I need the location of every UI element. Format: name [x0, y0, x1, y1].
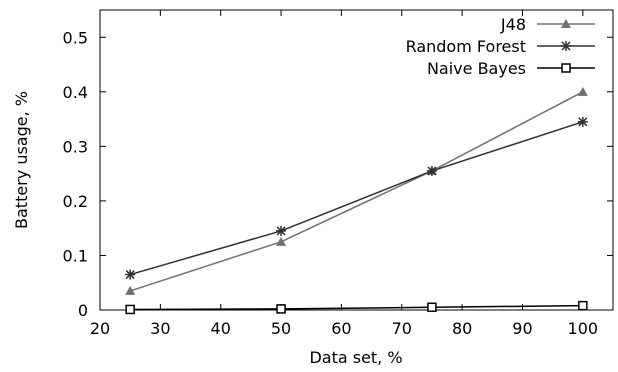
plot-frame: [99, 9, 614, 311]
y-tick-label: 0.1: [63, 246, 88, 265]
data-point-random-forest: [276, 225, 287, 236]
legend-label-naive-bayes: Naive Bayes: [427, 59, 526, 78]
data-point-naive-bayes: [276, 304, 286, 314]
data-point-random-forest: [125, 269, 136, 280]
legend-marker-random-forest: [561, 41, 571, 51]
y-tick-label: 0.2: [63, 192, 88, 211]
data-point-naive-bayes: [125, 304, 135, 315]
data-point-j48: [276, 236, 287, 246]
y-tick-label: 0.4: [63, 83, 88, 102]
x-tick-label: 20: [90, 319, 110, 338]
legend-marker-j48: [561, 19, 571, 28]
legend-label-j48: J48: [500, 15, 526, 34]
y-tick-label: 0.5: [63, 28, 88, 47]
legend-marker-naive-bayes: [561, 63, 571, 73]
x-tick-label: 70: [392, 319, 412, 338]
x-tick-label: 100: [568, 319, 599, 338]
series-line-random-forest: [129, 121, 584, 276]
x-tick-label: 50: [271, 319, 291, 338]
x-tick-label: 30: [150, 319, 170, 338]
legend-label-random-forest: Random Forest: [406, 37, 526, 56]
legend: J48 Random Forest Naive Bayes: [406, 15, 595, 78]
data-point-naive-bayes: [578, 300, 588, 311]
series-group: [125, 86, 588, 315]
series-line-naive-bayes: [130, 304, 583, 311]
data-point-naive-bayes: [427, 302, 437, 313]
x-tick-label: 80: [452, 319, 472, 338]
series-line-j48: [129, 91, 584, 292]
axes: 20 30 40 50 60 70 80 90 100 0 0.1 0.2 0.3 0.4 0.5: [63, 10, 613, 338]
data-point-random-forest: [426, 165, 437, 176]
x-tick-label: 90: [512, 319, 532, 338]
x-tick-label: 60: [331, 319, 351, 338]
data-point-j48: [577, 86, 588, 96]
x-axis-title: Data set, %: [309, 348, 402, 367]
data-point-j48: [125, 285, 136, 295]
data-point-random-forest: [577, 116, 588, 127]
y-axis-title: Battery usage, %: [12, 91, 31, 229]
y-tick-label: 0: [78, 301, 88, 320]
x-tick-label: 40: [211, 319, 231, 338]
y-tick-label: 0.3: [63, 137, 88, 156]
